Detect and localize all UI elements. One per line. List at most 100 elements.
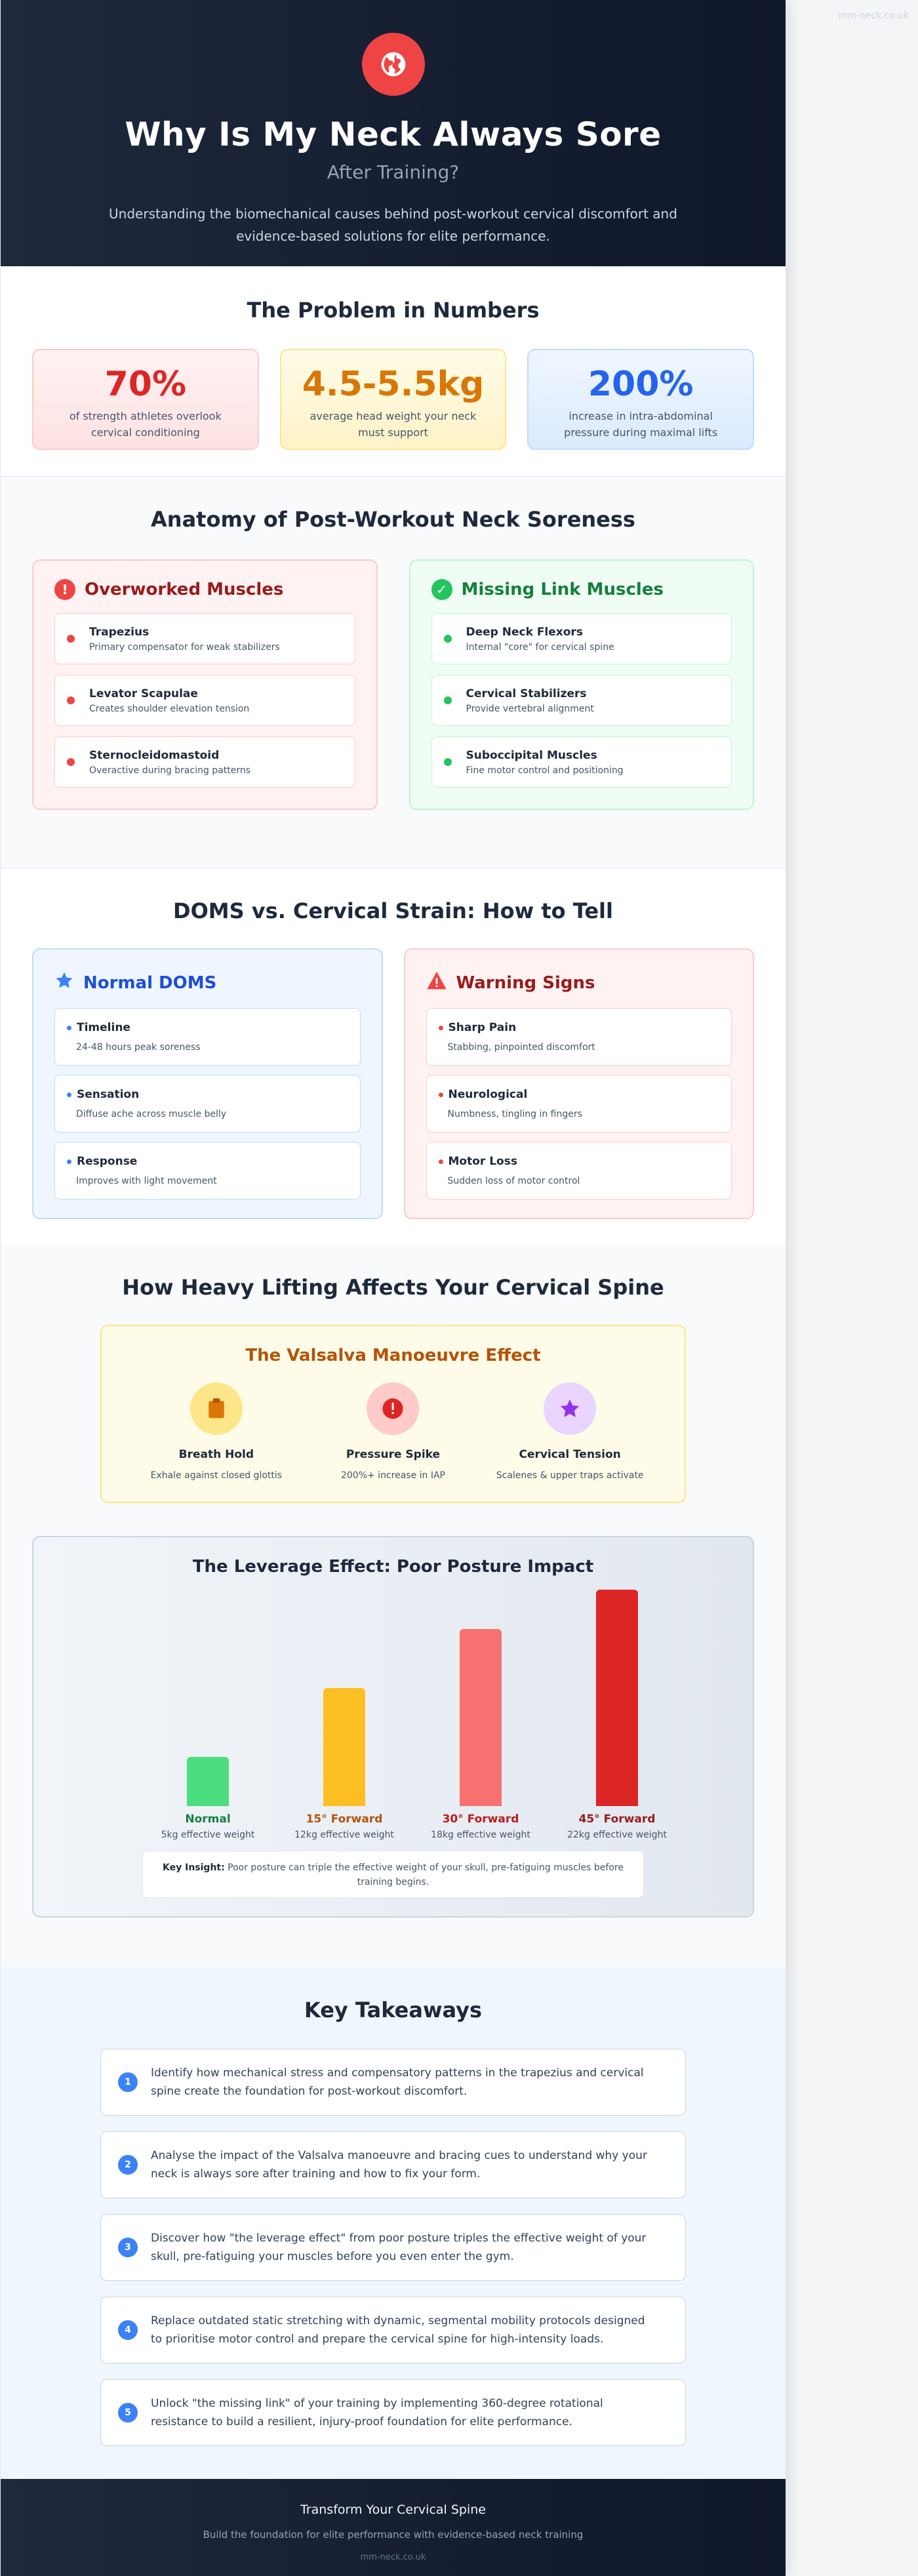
missing-link-panel: ✓ Missing Link Muscles Deep Neck Flexors… bbox=[409, 559, 754, 810]
stat-label: increase in intra-abdominal pressure dur… bbox=[564, 410, 718, 439]
takeaway-item: 5 Unlock "the missing link" of your trai… bbox=[100, 2379, 686, 2446]
item-desc: Internal "core" for cervical spine bbox=[466, 641, 614, 653]
step-name: Breath Hold bbox=[178, 1448, 254, 1461]
takeaway-text: Analyse the impact of the Valsalva manoe… bbox=[151, 2149, 647, 2181]
valsalva-title: The Valsalva Manoeuvre Effect bbox=[245, 1346, 541, 1365]
insight-text: Poor posture can triple the effective we… bbox=[228, 1862, 624, 1887]
step-desc: 200%+ increase in IAP bbox=[340, 1470, 445, 1481]
takeaways-title: Key Takeaways bbox=[304, 1998, 483, 2023]
takeaway-item: 4 Replace outdated static stretching wit… bbox=[100, 2297, 686, 2364]
item-desc: Sudden loss of motor control bbox=[447, 1176, 580, 1186]
list-item: Sternocleidomastoid Overactive during bra… bbox=[54, 736, 355, 788]
list-item: Timeline 24-48 hours peak soreness bbox=[54, 1008, 361, 1066]
takeaway-number: 3 bbox=[118, 2238, 138, 2257]
takeaway-text: Discover how "the leverage effect" from … bbox=[151, 2232, 647, 2263]
list-item: Levator Scapulae Creates shoulder elevati… bbox=[54, 675, 355, 726]
item-desc: Primary compensator for weak stabilizers bbox=[89, 641, 280, 653]
item-desc: 24-48 hours peak soreness bbox=[76, 1042, 201, 1053]
warning-signs-panel: Warning Signs Sharp Pain Stabbing, pinpo… bbox=[403, 948, 754, 1219]
list-item: Suboccipital Muscles Fine motor control a… bbox=[431, 736, 732, 788]
takeaway-text: Unlock "the missing link" of your traini… bbox=[151, 2397, 603, 2428]
bullet-dot bbox=[67, 696, 75, 704]
overworked-heading: Overworked Muscles bbox=[85, 580, 284, 599]
list-item: Motor Loss Sudden loss of motor control bbox=[426, 1142, 732, 1199]
item-name: Sensation bbox=[77, 1088, 140, 1101]
takeaway-text: Replace outdated static stretching with … bbox=[151, 2314, 645, 2346]
chart-title: The Leverage Effect: Poor Posture Impact bbox=[192, 1557, 594, 1577]
list-item: Neurological Numbness, tingling in finge… bbox=[426, 1075, 732, 1133]
leverage-chart: The Leverage Effect: Poor Posture Impact… bbox=[32, 1536, 754, 1918]
lifting-title: How Heavy Lifting Affects Your Cervical … bbox=[122, 1275, 664, 1300]
footer-link[interactable]: mm-neck.co.uk bbox=[360, 2552, 426, 2562]
list-item: Trapezius Primary compensator for weak st… bbox=[54, 613, 355, 664]
list-item: Sensation Diffuse ache across muscle bel… bbox=[54, 1075, 361, 1133]
stat-value: 200% bbox=[588, 365, 694, 404]
step-desc: Scalenes & upper traps activate bbox=[496, 1470, 644, 1481]
item-name: Sharp Pain bbox=[448, 1021, 517, 1034]
valsalva-step: Breath Hold Exhale against closed glotti… bbox=[138, 1382, 295, 1481]
item-desc: Provide vertebral alignment bbox=[466, 703, 594, 714]
bullet-dot bbox=[67, 635, 75, 643]
stat-label: average head weight your neck must suppo… bbox=[309, 410, 477, 439]
site-url[interactable]: mm-neck.co.uk bbox=[838, 10, 909, 21]
item-name: Sternocleidomastoid bbox=[89, 748, 220, 762]
hero-section: Why Is My Neck Always Sore After Trainin… bbox=[1, 0, 786, 266]
exclamation-icon: ! bbox=[54, 579, 75, 600]
item-desc: Fine motor control and positioning bbox=[466, 765, 624, 776]
bar-value-label: 18kg effective weight bbox=[431, 1830, 530, 1840]
takeaway-item: 3 Discover how "the leverage effect" fro… bbox=[100, 2214, 686, 2281]
bullet-dot bbox=[438, 1025, 443, 1030]
valsalva-step: Cervical Tension Scalenes & upper traps … bbox=[491, 1382, 649, 1481]
normal-doms-heading: Normal DOMS bbox=[83, 973, 217, 993]
takeaway-item: 2 Analyse the impact of the Valsalva man… bbox=[100, 2131, 686, 2198]
stat-card: 4.5-5.5kg average head weight your neck … bbox=[279, 349, 507, 450]
bar-category-label: 30° Forward bbox=[442, 1813, 519, 1826]
globe-icon bbox=[361, 33, 425, 96]
alert-icon bbox=[367, 1382, 420, 1435]
takeaway-text: Identify how mechanical stress and compe… bbox=[151, 2066, 644, 2098]
bullet-dot bbox=[67, 1092, 71, 1097]
anatomy-title: Anatomy of Post-Workout Neck Soreness bbox=[151, 507, 635, 532]
item-desc: Improves with light movement bbox=[76, 1176, 217, 1186]
list-item: Deep Neck Flexors Internal "core" for cer… bbox=[431, 613, 732, 664]
normal-doms-panel: Normal DOMS Timeline 24-48 hours peak so… bbox=[32, 948, 383, 1219]
missing-link-heading: Missing Link Muscles bbox=[461, 580, 664, 599]
star-icon bbox=[54, 971, 74, 995]
takeaway-number: 1 bbox=[118, 2072, 138, 2092]
bar-value-label: 5kg effective weight bbox=[161, 1830, 255, 1840]
chart-bar bbox=[596, 1590, 638, 1806]
item-name: Trapezius bbox=[89, 625, 150, 639]
bar-category-label: Normal bbox=[185, 1813, 231, 1826]
bullet-dot bbox=[67, 1159, 71, 1164]
infographic-page: Why Is My Neck Always Sore After Trainin… bbox=[0, 0, 786, 2576]
item-name: Cervical Stabilizers bbox=[466, 687, 587, 700]
lifting-section: How Heavy Lifting Affects Your Cervical … bbox=[1, 1245, 786, 1967]
item-name: Levator Scapulae bbox=[89, 687, 198, 700]
numbers-title: The Problem in Numbers bbox=[247, 298, 540, 323]
chart-bar bbox=[323, 1688, 365, 1806]
stat-label: of strength athletes overlook cervical c… bbox=[69, 410, 222, 439]
bar-area bbox=[33, 1590, 753, 1806]
star-icon bbox=[544, 1382, 597, 1435]
takeaway-number: 2 bbox=[118, 2155, 138, 2175]
step-name: Cervical Tension bbox=[519, 1448, 621, 1461]
bullet-dot bbox=[443, 696, 452, 704]
item-desc: Numbness, tingling in fingers bbox=[447, 1109, 582, 1119]
bullet-dot bbox=[438, 1092, 443, 1097]
bullet-dot bbox=[438, 1159, 443, 1164]
bar-category-label: 15° Forward bbox=[306, 1813, 383, 1826]
item-name: Deep Neck Flexors bbox=[466, 625, 583, 639]
doms-title: DOMS vs. Cervical Strain: How to Tell bbox=[173, 898, 613, 923]
footer-title: Transform Your Cervical Spine bbox=[300, 2503, 486, 2517]
list-item: Cervical Stabilizers Provide vertebral al… bbox=[431, 675, 732, 726]
footer: Transform Your Cervical Spine Build the … bbox=[1, 2479, 786, 2576]
takeaways-section: Key Takeaways 1 Identify how mechanical … bbox=[1, 1967, 786, 2479]
bullet-dot bbox=[443, 635, 452, 643]
item-name: Response bbox=[77, 1155, 138, 1168]
item-desc: Overactive during bracing patterns bbox=[89, 765, 251, 776]
stat-card: 200% increase in intra-abdominal pressur… bbox=[527, 349, 755, 450]
chart-bar bbox=[460, 1629, 502, 1806]
bullet-dot bbox=[67, 1025, 71, 1030]
item-desc: Stabbing, pinpointed discomfort bbox=[447, 1042, 595, 1053]
stat-value: 70% bbox=[104, 365, 187, 404]
